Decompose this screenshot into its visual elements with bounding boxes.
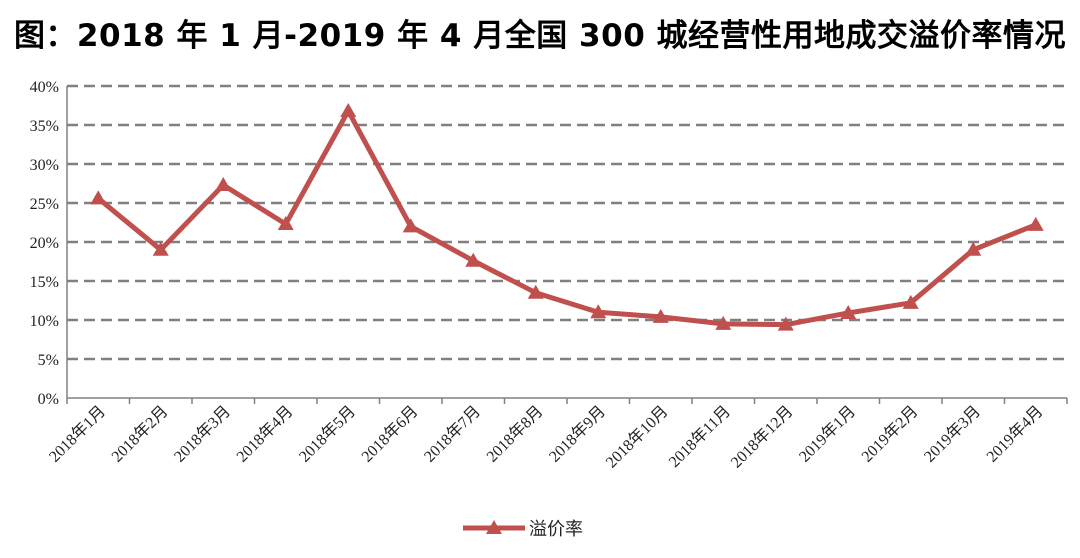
- data-point-marker: [152, 241, 169, 256]
- y-tick-label: 5%: [38, 352, 59, 369]
- x-tick-label: 2019年2月: [858, 402, 922, 466]
- x-tick-label: 2018年3月: [170, 402, 234, 466]
- y-tick-label: 0%: [38, 391, 59, 408]
- x-tick-label: 2018年10月: [602, 402, 671, 471]
- x-tick-label: 2018年9月: [545, 402, 609, 466]
- data-point-marker: [465, 252, 482, 267]
- data-point-marker: [902, 294, 919, 309]
- x-tick-label: 2018年8月: [483, 402, 547, 466]
- y-tick-label: 25%: [30, 196, 59, 213]
- data-point-marker: [777, 316, 794, 331]
- y-tick-label: 35%: [30, 118, 59, 135]
- x-tick-label: 2018年2月: [108, 402, 172, 466]
- x-tick-label: 2018年12月: [727, 402, 796, 471]
- x-tick-label: 2019年1月: [795, 402, 859, 466]
- x-tick-label: 2018年5月: [295, 402, 359, 466]
- data-point-marker: [715, 315, 732, 330]
- x-tick-label: 2018年11月: [665, 402, 734, 471]
- y-tick-label: 20%: [30, 235, 59, 252]
- data-point-marker: [590, 304, 607, 319]
- data-point-marker: [965, 241, 982, 256]
- data-point-marker: [90, 190, 107, 205]
- data-point-marker: [840, 304, 857, 319]
- x-tick-label: 2019年3月: [920, 402, 984, 466]
- data-point-marker: [215, 177, 232, 192]
- data-point-marker: [340, 102, 357, 117]
- x-tick-label: 2018年1月: [45, 402, 109, 466]
- legend-label: 溢价率: [529, 519, 583, 540]
- y-tick-label: 10%: [30, 313, 59, 330]
- data-point-marker: [652, 308, 669, 323]
- x-tick-label: 2018年6月: [358, 402, 422, 466]
- y-tick-label: 30%: [30, 157, 59, 174]
- legend-marker: [486, 520, 502, 534]
- data-point-marker: [1027, 216, 1044, 231]
- x-tick-label: 2019年4月: [983, 402, 1047, 466]
- x-tick-label: 2018年4月: [233, 402, 297, 466]
- y-tick-label: 15%: [30, 274, 59, 291]
- series-line: [95, 108, 1039, 328]
- y-tick-label: 40%: [30, 79, 59, 96]
- data-point-marker: [527, 284, 544, 299]
- x-tick-label: 2018年7月: [420, 402, 484, 466]
- chart-title: 图：2018 年 1 月-2019 年 4 月全国 300 城经营性用地成交溢价…: [13, 18, 1067, 54]
- data-point-marker: [402, 218, 419, 233]
- data-point-marker: [277, 216, 294, 231]
